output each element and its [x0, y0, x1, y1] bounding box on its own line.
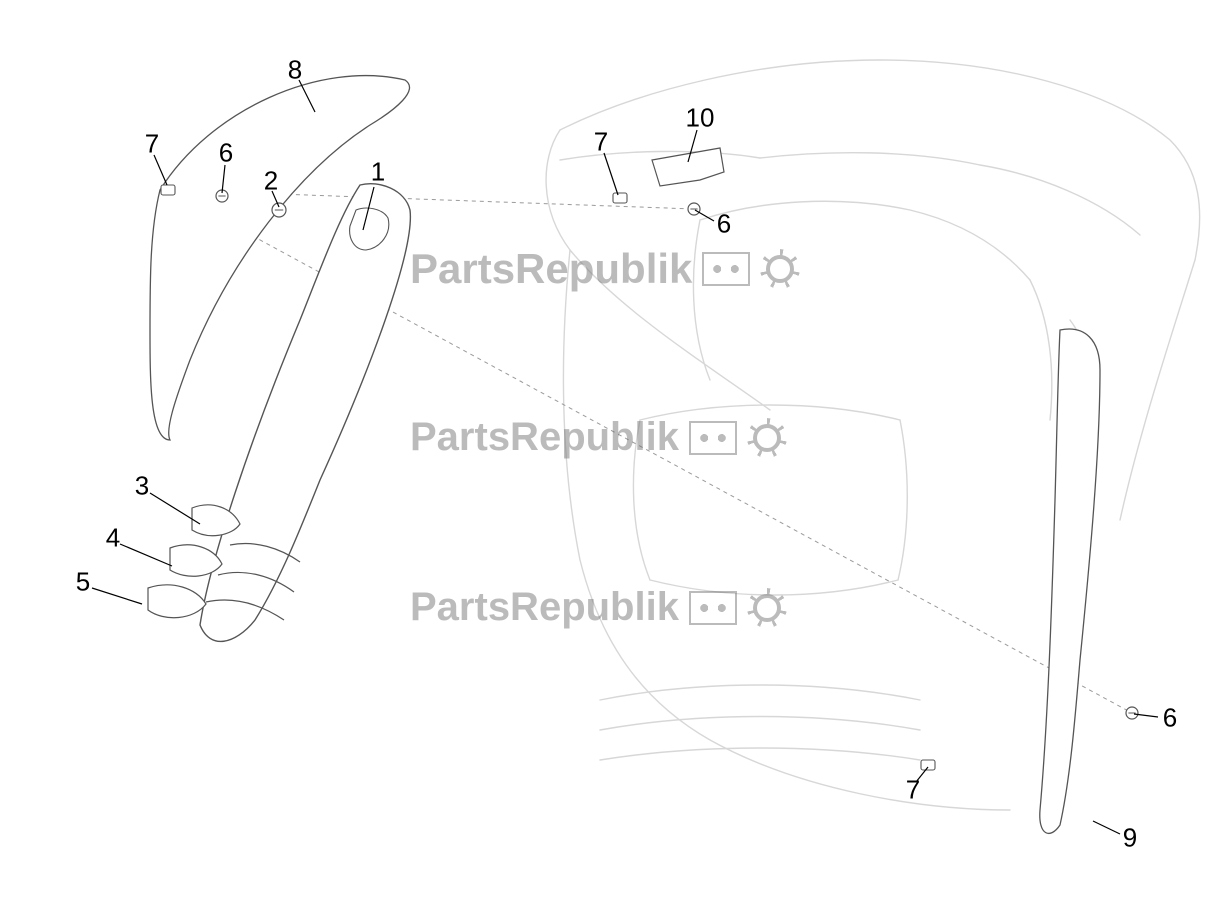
callout-label-1: 1	[371, 157, 385, 188]
part-5-insert	[148, 585, 206, 618]
watermark-text: PartsRepublik	[410, 585, 679, 630]
callout-label-7a: 7	[145, 129, 159, 160]
callout-label-6c: 6	[1163, 703, 1177, 734]
part-7-clip	[921, 760, 935, 770]
callout-label-7b: 7	[594, 127, 608, 158]
part-7-clip	[613, 193, 627, 203]
part-7-clip	[161, 185, 175, 195]
flag-icon	[702, 252, 750, 286]
callout-label-6b: 6	[717, 209, 731, 240]
gear-icon	[760, 249, 800, 289]
gear-icon	[747, 588, 787, 628]
callout-label-8: 8	[288, 55, 302, 86]
gear-icon	[747, 418, 787, 458]
part-4-insert	[170, 545, 222, 576]
watermark-text: PartsRepublik	[410, 245, 692, 293]
leader-line-7a	[154, 155, 167, 185]
watermark: PartsRepublik	[410, 415, 787, 460]
leader-line-5	[92, 588, 142, 604]
flag-icon	[689, 421, 737, 455]
leader-line-9	[1093, 821, 1120, 834]
diagram-canvas: 1 2 345 6 7 8 7 10 6 6 7 9 PartsRepublik PartsRepubl…	[0, 0, 1205, 904]
callout-label-5: 5	[76, 567, 90, 598]
watermark: PartsRepublik	[410, 585, 787, 630]
flag-icon	[689, 591, 737, 625]
watermark-text: PartsRepublik	[410, 415, 679, 460]
leader-line-6b	[695, 210, 714, 221]
callout-label-10: 10	[686, 103, 715, 134]
leader-line-4	[120, 544, 172, 566]
callout-label-9: 9	[1123, 823, 1137, 854]
callout-label-6a: 6	[219, 138, 233, 169]
part-9-trim	[1040, 329, 1100, 833]
callout-label-7c: 7	[906, 775, 920, 806]
part-10-bracket	[652, 148, 724, 186]
leader-line-7b	[604, 153, 618, 195]
callout-label-3: 3	[135, 471, 149, 502]
watermark: PartsRepublik	[410, 245, 800, 293]
callout-label-4: 4	[106, 523, 120, 554]
callout-label-2: 2	[264, 166, 278, 197]
